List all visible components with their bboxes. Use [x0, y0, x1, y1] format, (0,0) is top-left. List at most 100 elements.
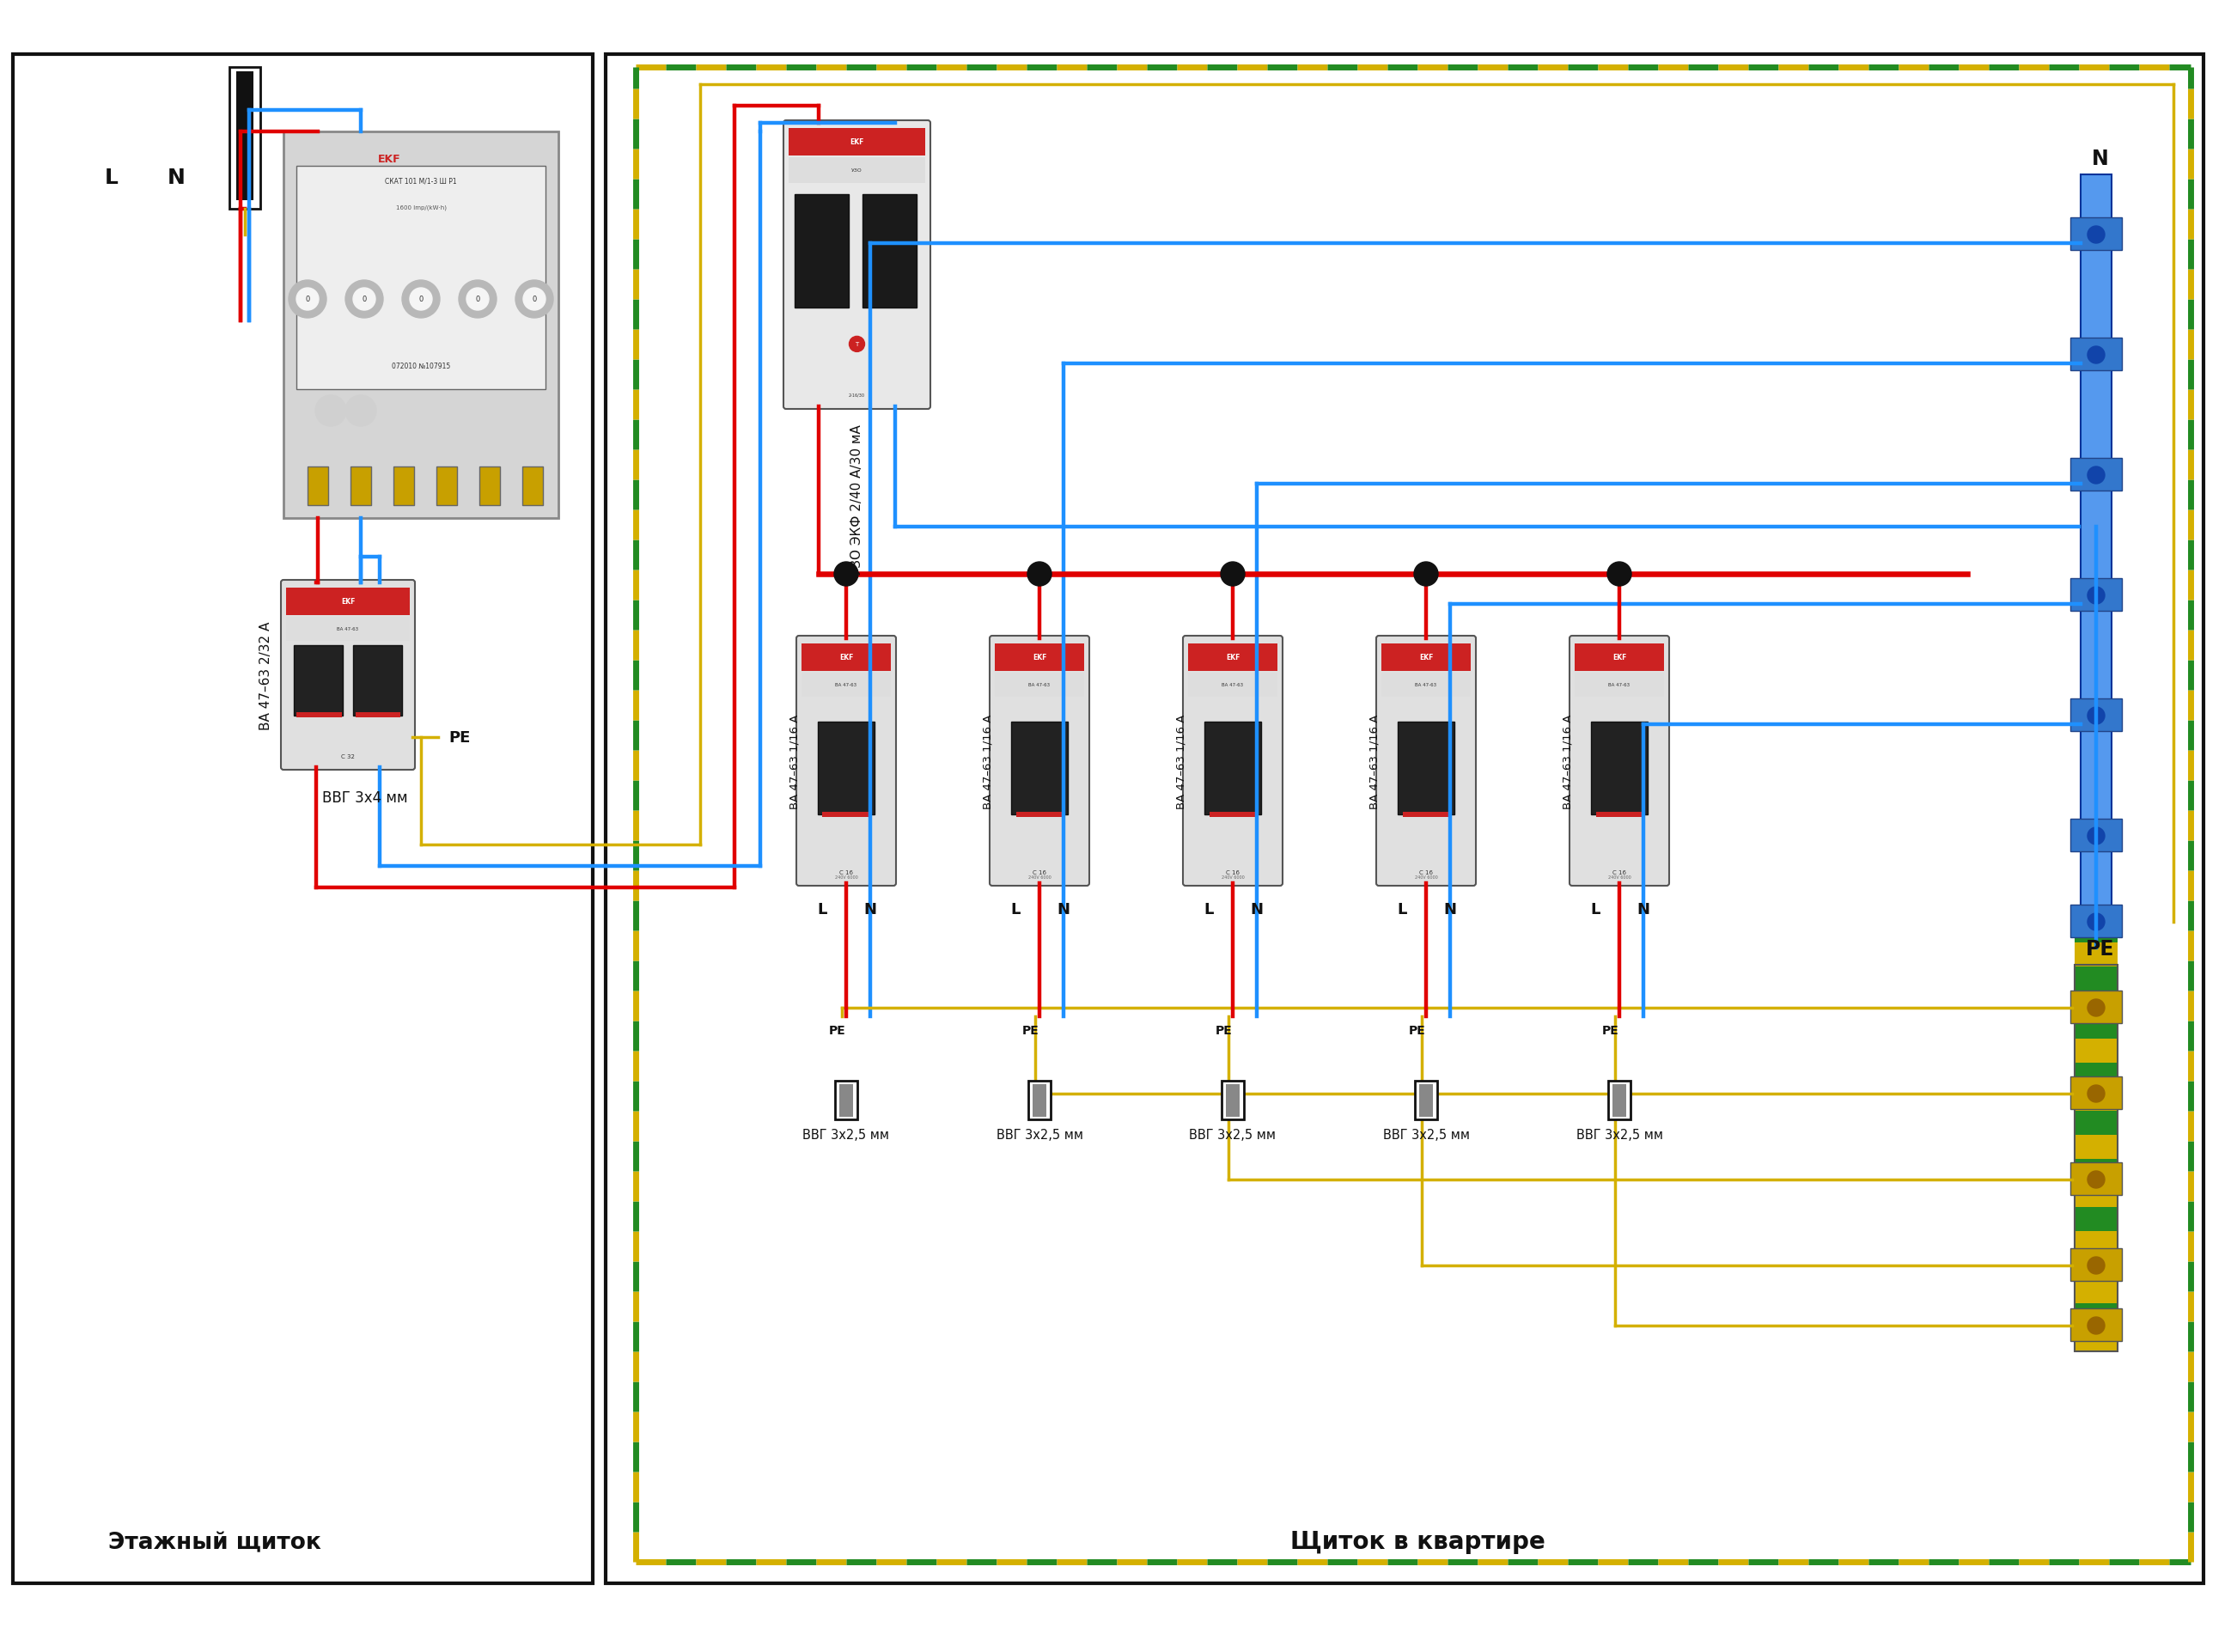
- Bar: [2074, 1303, 2118, 1328]
- Bar: [1204, 722, 1262, 814]
- Circle shape: [2087, 1171, 2105, 1188]
- Text: ВА 47–63 1/16 А: ВА 47–63 1/16 А: [1177, 714, 1188, 808]
- Circle shape: [1027, 562, 1051, 586]
- Bar: [286, 588, 409, 616]
- Text: ВА 47-63: ВА 47-63: [1029, 682, 1049, 687]
- FancyBboxPatch shape: [796, 636, 897, 885]
- Bar: [2074, 1160, 2118, 1183]
- Bar: [2074, 1256, 2118, 1279]
- Bar: [2074, 1183, 2118, 1208]
- Circle shape: [409, 289, 432, 311]
- Circle shape: [2087, 828, 2105, 844]
- Text: УЗО ЭКФ 2/40 А/30 мА: УЗО ЭКФ 2/40 А/30 мА: [850, 425, 863, 575]
- Text: PE: PE: [450, 730, 470, 745]
- Bar: [2069, 459, 2123, 491]
- Bar: [1403, 813, 1450, 818]
- Bar: [2080, 175, 2112, 948]
- Text: EKF: EKF: [839, 654, 852, 661]
- Bar: [1595, 813, 1642, 818]
- Circle shape: [2087, 999, 2105, 1016]
- Circle shape: [353, 289, 376, 311]
- Text: СКАТ 101 М/1-3 Ш Р1: СКАТ 101 М/1-3 Ш Р1: [385, 178, 456, 185]
- Circle shape: [2087, 1317, 2105, 1335]
- Text: ВА 47-63: ВА 47-63: [834, 682, 857, 687]
- Text: 0: 0: [532, 296, 537, 304]
- Circle shape: [2087, 347, 2105, 363]
- Text: C 16: C 16: [1418, 871, 1434, 876]
- Text: C 32: C 32: [340, 753, 356, 758]
- Bar: [356, 712, 400, 717]
- Text: T: T: [855, 342, 859, 347]
- Text: PE: PE: [1409, 1024, 1425, 1036]
- Circle shape: [315, 396, 347, 426]
- Bar: [2069, 1077, 2123, 1110]
- Text: PE: PE: [830, 1024, 846, 1036]
- Bar: [353, 646, 403, 715]
- Circle shape: [2087, 226, 2105, 244]
- FancyBboxPatch shape: [282, 580, 414, 770]
- Bar: [2069, 578, 2123, 611]
- Text: 240V 6000: 240V 6000: [1029, 876, 1051, 879]
- Text: EKF: EKF: [340, 598, 356, 606]
- Text: EKF: EKF: [378, 154, 400, 165]
- Text: ВВГ 3х2,5 мм: ВВГ 3х2,5 мм: [1190, 1128, 1275, 1142]
- Bar: [2074, 966, 2118, 991]
- FancyBboxPatch shape: [989, 636, 1089, 885]
- Circle shape: [834, 562, 859, 586]
- Bar: [801, 672, 890, 697]
- Bar: [286, 618, 409, 641]
- Bar: [2074, 1014, 2118, 1039]
- Text: Щиток в квартире: Щиток в квартире: [1291, 1530, 1546, 1553]
- Bar: [2074, 943, 2118, 966]
- Bar: [1575, 672, 1664, 697]
- Bar: [351, 468, 371, 506]
- Text: EKF: EKF: [1033, 654, 1047, 661]
- Text: EKF: EKF: [850, 139, 863, 147]
- FancyBboxPatch shape: [783, 121, 931, 410]
- Bar: [2074, 991, 2118, 1014]
- Bar: [1210, 813, 1257, 818]
- Text: ВВГ 3х2,5 мм: ВВГ 3х2,5 мм: [1382, 1128, 1470, 1142]
- Bar: [1398, 722, 1454, 814]
- Text: 0: 0: [418, 296, 423, 304]
- Text: Этажный щиток: Этажный щиток: [107, 1531, 322, 1553]
- Text: C 16: C 16: [1033, 871, 1047, 876]
- Bar: [1382, 644, 1470, 671]
- Text: ВА 47-63: ВА 47-63: [1608, 682, 1631, 687]
- Bar: [790, 129, 926, 157]
- Bar: [284, 132, 559, 519]
- Bar: [790, 159, 926, 183]
- Bar: [839, 1084, 852, 1117]
- Bar: [2074, 1328, 2118, 1351]
- Text: 0: 0: [304, 296, 309, 304]
- Bar: [1016, 813, 1063, 818]
- Bar: [2074, 1208, 2118, 1231]
- Bar: [295, 712, 342, 717]
- Text: N: N: [168, 167, 186, 188]
- Bar: [479, 468, 501, 506]
- Circle shape: [2087, 468, 2105, 484]
- Text: C 16: C 16: [1613, 871, 1626, 876]
- Text: 0: 0: [362, 296, 367, 304]
- Bar: [2069, 991, 2123, 1024]
- Bar: [1188, 672, 1277, 697]
- Bar: [823, 813, 870, 818]
- Bar: [2069, 819, 2123, 852]
- Bar: [2069, 1249, 2123, 1280]
- FancyBboxPatch shape: [1376, 636, 1476, 885]
- Circle shape: [2087, 588, 2105, 605]
- Circle shape: [289, 281, 327, 319]
- Bar: [2074, 1135, 2118, 1160]
- Bar: [606, 55, 2203, 1583]
- Bar: [2069, 218, 2123, 251]
- Bar: [2074, 965, 2118, 1351]
- Circle shape: [2087, 1085, 2105, 1102]
- Circle shape: [1608, 562, 1631, 586]
- Circle shape: [515, 281, 553, 319]
- Bar: [2074, 1087, 2118, 1112]
- Text: ВА 47-63: ВА 47-63: [338, 628, 358, 631]
- Bar: [1613, 1084, 1626, 1117]
- Bar: [1382, 672, 1470, 697]
- Bar: [2074, 1231, 2118, 1256]
- Text: N: N: [1058, 902, 1069, 917]
